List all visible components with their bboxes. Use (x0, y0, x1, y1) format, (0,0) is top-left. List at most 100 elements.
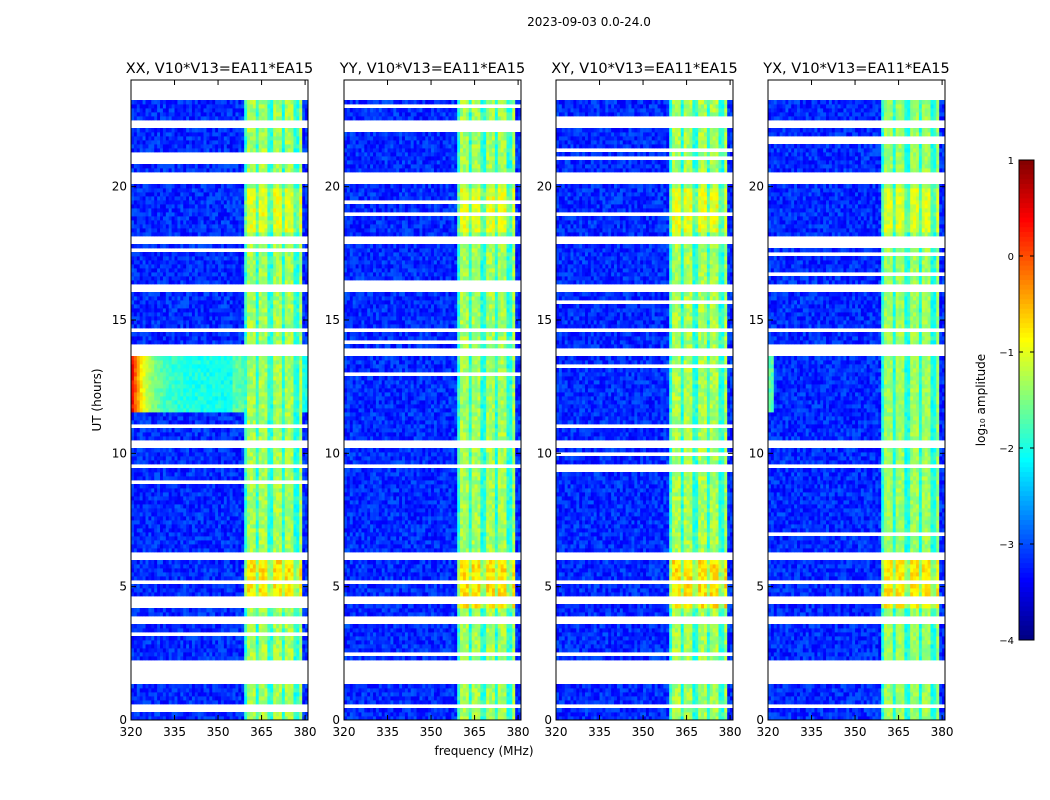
spectrogram-cell (296, 508, 300, 513)
spectrogram-cell (203, 692, 207, 697)
spectrogram-cell (200, 428, 204, 433)
spectrogram-cell (252, 624, 257, 629)
spectrogram-cell (145, 568, 149, 573)
spectrogram-cell (180, 500, 184, 505)
spectrogram-cell (165, 568, 170, 573)
spectrogram-cell (160, 360, 164, 365)
spectrogram-cell (252, 292, 257, 297)
spectrogram-cell (131, 432, 135, 437)
spectrogram-cell (203, 400, 207, 405)
spectrogram-cell (197, 492, 202, 497)
spectrogram-cell (154, 356, 158, 361)
spectrogram-cell (284, 356, 289, 361)
spectrogram-cell (154, 312, 158, 317)
spectrogram-cell (212, 716, 216, 721)
spectrogram-cell (197, 516, 202, 521)
spectrogram-cell (218, 472, 222, 477)
spectrogram-cell (200, 372, 204, 377)
spectrogram-cell (151, 572, 155, 577)
spectrogram-cell (255, 428, 260, 433)
spectrogram-cell (206, 700, 210, 705)
spectrogram-cell (177, 592, 181, 597)
spectrogram-cell (194, 528, 199, 533)
spectrogram-cell (209, 340, 213, 345)
spectrogram-cell (252, 468, 257, 473)
spectrogram-cell (165, 332, 170, 337)
spectrogram-cell (212, 524, 216, 529)
spectrogram-cell (203, 508, 207, 513)
spectrogram-cell (229, 308, 233, 313)
spectrogram-cell (290, 452, 294, 457)
spectrogram-cell (244, 332, 248, 337)
spectrogram-cell (142, 560, 146, 565)
spectrogram-cell (247, 712, 251, 717)
spectrogram-cell (232, 400, 236, 405)
spectrogram-cell (180, 584, 184, 589)
spectrogram-cell (151, 436, 155, 441)
spectrogram-cell (203, 640, 207, 645)
spectrogram-cell (139, 376, 143, 381)
spectrogram-cell (293, 560, 297, 565)
spectrogram-cell (255, 392, 260, 397)
spectrogram-cell (276, 640, 280, 645)
spectrogram-cell (168, 536, 173, 541)
spectrogram-cell (191, 544, 196, 549)
spectrogram-cell (183, 304, 187, 309)
spectrogram-cell (247, 588, 251, 593)
spectrogram-cell (194, 308, 199, 313)
spectrogram-cell (244, 280, 248, 285)
spectrogram-cell (287, 356, 291, 361)
spectrogram-cell (252, 576, 257, 581)
spectrogram-cell (276, 408, 280, 413)
spectrogram-cell (229, 452, 233, 457)
spectrogram-cell (160, 316, 164, 321)
spectrogram-cell (148, 628, 152, 633)
spectrogram-cell (281, 520, 286, 525)
spectrogram-cell (212, 392, 216, 397)
spectrogram-cell (133, 476, 138, 481)
spectrogram-cell (177, 400, 181, 405)
spectrogram-cell (252, 512, 257, 517)
spectrogram-cell (264, 308, 268, 313)
spectrogram-cell (157, 512, 161, 517)
spectrogram-cell (287, 700, 291, 705)
spectrogram-cell (139, 588, 143, 593)
spectrogram-cell (139, 380, 143, 385)
spectrogram-cell (226, 688, 231, 693)
spectrogram-cell (215, 624, 219, 629)
spectrogram-cell (293, 656, 297, 661)
spectrogram-cell (261, 692, 265, 697)
spectrogram-cell (270, 320, 274, 325)
spectrogram-cell (145, 320, 149, 325)
spectrogram-cell (281, 540, 286, 545)
spectrogram-cell (157, 436, 161, 441)
spectrogram-cell (229, 492, 233, 497)
spectrogram-cell (218, 432, 222, 437)
spectrogram-cell (191, 324, 196, 329)
spectrogram-cell (151, 372, 155, 377)
spectrogram-cell (249, 416, 254, 421)
spectrogram-cell (281, 504, 286, 509)
spectrogram-cell (165, 560, 170, 565)
spectrogram-cell (151, 292, 155, 297)
spectrogram-cell (136, 408, 141, 413)
spectrogram-cell (206, 572, 210, 577)
spectrogram-cell (209, 488, 213, 493)
spectrogram-cell (235, 644, 239, 649)
spectrogram-cell (247, 500, 251, 505)
spectrogram-cell (252, 532, 257, 537)
spectrogram-cell (133, 576, 138, 581)
spectrogram-cell (218, 688, 222, 693)
spectrogram-cell (162, 396, 167, 401)
spectrogram-cell (183, 648, 187, 653)
spectrogram-cell (278, 688, 283, 693)
spectrogram-cell (162, 684, 167, 689)
spectrogram-cell (264, 452, 268, 457)
spectrogram-cell (203, 388, 207, 393)
spectrogram-cell (162, 412, 167, 417)
spectrogram-cell (148, 420, 152, 425)
spectrogram-cell (165, 504, 170, 509)
spectrogram-cell (165, 548, 170, 553)
spectrogram-cell (151, 388, 155, 393)
spectrogram-cell (160, 504, 164, 509)
